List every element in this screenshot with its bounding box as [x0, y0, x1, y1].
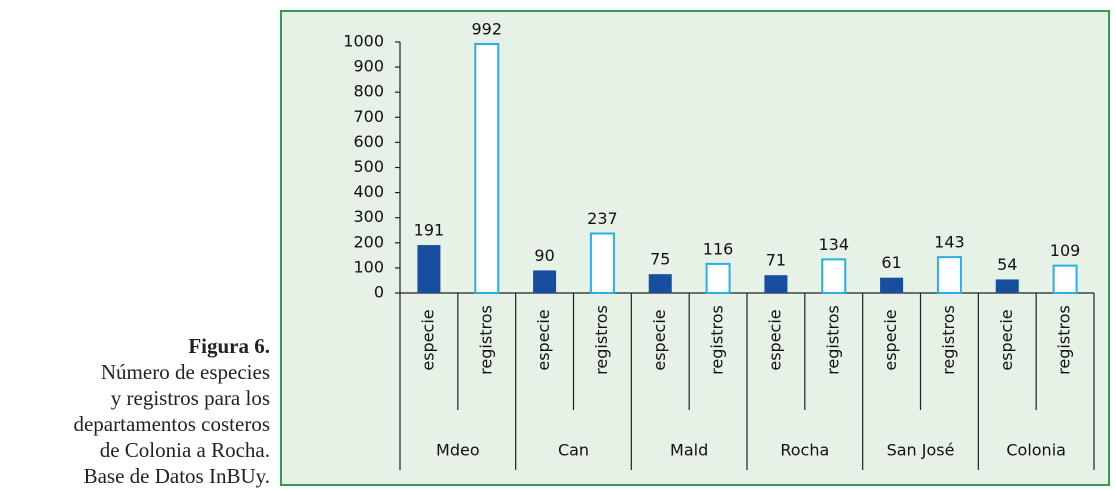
caption-line: Base de Datos InBUy.: [84, 464, 270, 488]
value-label: 71: [766, 251, 786, 270]
caption-title: Figura 6.: [188, 334, 270, 358]
value-label: 237: [587, 209, 618, 228]
bar: [417, 245, 441, 293]
sub-label: registros: [592, 305, 611, 375]
sub-label: registros: [708, 305, 727, 375]
y-tick-label: 0: [374, 283, 384, 302]
bar: [648, 274, 672, 293]
group-label: San José: [887, 441, 955, 460]
bar: [995, 279, 1019, 293]
y-tick-label: 300: [353, 207, 384, 226]
sub-label: especie: [418, 309, 437, 370]
y-tick-label: 1000: [343, 32, 384, 51]
group-label: Mald: [670, 441, 708, 460]
value-label: 992: [471, 20, 502, 39]
y-tick-label: 900: [353, 57, 384, 76]
bar: [589, 232, 615, 294]
bar: [880, 277, 904, 293]
bar: [1052, 264, 1078, 294]
bar: [821, 258, 847, 294]
sub-label: especie: [534, 309, 553, 370]
value-label: 75: [650, 250, 670, 269]
group-label: Rocha: [780, 441, 829, 460]
value-label: 134: [818, 235, 849, 254]
value-label: 116: [703, 239, 734, 258]
value-label: 54: [997, 255, 1017, 274]
caption-line: Número de especies: [101, 360, 270, 384]
bar: [764, 275, 788, 293]
y-tick-label: 200: [353, 232, 384, 251]
value-label: 143: [934, 233, 965, 252]
sub-label: especie: [650, 309, 669, 370]
sub-label: especie: [997, 309, 1016, 370]
sub-label: registros: [1055, 305, 1074, 375]
y-tick-label: 400: [353, 182, 384, 201]
caption-line: departamentos costeros: [73, 412, 270, 436]
sub-label: registros: [476, 305, 495, 375]
y-tick-label: 100: [353, 257, 384, 276]
group-label: Can: [558, 441, 589, 460]
group-label: Mdeo: [436, 441, 480, 460]
sub-label: especie: [765, 309, 784, 370]
value-label: 109: [1050, 241, 1081, 260]
bar: [533, 270, 557, 293]
group-label: Colonia: [1006, 441, 1066, 460]
y-tick-label: 600: [353, 132, 384, 151]
y-tick-label: 800: [353, 82, 384, 101]
bar: [474, 43, 500, 295]
sub-label: registros: [939, 305, 958, 375]
bar: [936, 256, 962, 294]
value-label: 61: [881, 253, 901, 272]
bar: [705, 262, 731, 295]
value-label: 90: [534, 246, 554, 265]
chart-frame: [280, 10, 1110, 486]
y-tick-label: 700: [353, 107, 384, 126]
y-tick-label: 500: [353, 157, 384, 176]
caption-line: de Colonia a Rocha.: [100, 438, 270, 462]
sub-label: especie: [881, 309, 900, 370]
caption-line: y registros para los: [111, 386, 270, 410]
value-label: 191: [414, 221, 445, 240]
sub-label: registros: [823, 305, 842, 375]
